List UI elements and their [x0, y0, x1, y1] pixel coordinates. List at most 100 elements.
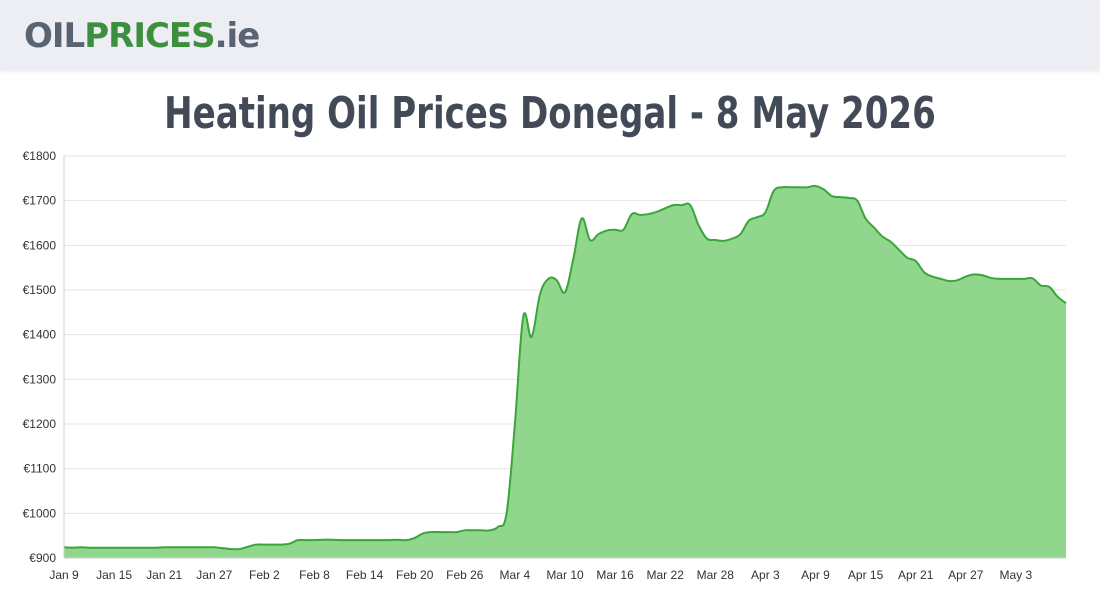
data-point	[80, 546, 82, 548]
data-point	[297, 539, 299, 541]
data-point	[623, 229, 625, 231]
data-point	[138, 547, 140, 549]
data-point	[539, 294, 541, 296]
data-point	[982, 274, 984, 276]
y-tick-label: €900	[29, 551, 56, 565]
data-point	[239, 548, 241, 550]
data-point	[598, 233, 600, 235]
data-point	[289, 543, 291, 545]
data-point	[372, 539, 374, 541]
x-tick-label: Apr 27	[948, 568, 984, 582]
data-point	[130, 547, 132, 549]
data-point	[456, 531, 458, 533]
data-point	[681, 204, 683, 206]
data-point	[205, 546, 207, 548]
x-axis-labels: Jan 9 Jan 15 Jan 21 Jan 27 Feb 2 Feb 8 Feb 14 F…	[49, 568, 1032, 582]
data-point	[1007, 278, 1009, 280]
data-point	[648, 213, 650, 215]
data-point	[514, 423, 516, 425]
x-tick-label: Jan 9	[49, 568, 79, 582]
data-point	[197, 546, 199, 548]
y-tick-label: €1700	[23, 194, 57, 208]
logo-part-oil: OIL	[24, 16, 85, 56]
data-point	[698, 224, 700, 226]
data-point	[330, 539, 332, 541]
data-point	[890, 241, 892, 243]
data-point	[222, 547, 224, 549]
data-point	[715, 239, 717, 241]
data-point	[230, 548, 232, 550]
y-tick-label: €1300	[23, 372, 57, 386]
data-point	[472, 530, 474, 532]
data-point	[489, 530, 491, 532]
data-point	[606, 230, 608, 232]
y-tick-label: €1000	[23, 506, 57, 520]
data-point	[639, 214, 641, 216]
data-point	[806, 186, 808, 188]
data-point	[481, 530, 483, 532]
data-point	[188, 546, 190, 548]
data-point	[589, 239, 591, 241]
data-point	[364, 539, 366, 541]
data-point	[1057, 296, 1059, 298]
data-point	[731, 238, 733, 240]
data-point	[990, 277, 992, 279]
price-series-line	[63, 184, 1067, 551]
site-header: OILPRICES.ie	[0, 0, 1100, 70]
site-logo[interactable]: OILPRICES.ie	[24, 14, 260, 58]
x-tick-label: Mar 28	[697, 568, 735, 582]
data-point	[522, 316, 524, 318]
data-point	[414, 537, 416, 539]
data-point	[831, 195, 833, 197]
data-point	[748, 220, 750, 222]
data-point	[397, 539, 399, 541]
y-tick-label: €1600	[23, 238, 57, 252]
data-point	[815, 185, 817, 187]
data-point	[548, 278, 550, 280]
x-tick-label: Feb 14	[346, 568, 384, 582]
y-tick-label: €1500	[23, 283, 57, 297]
data-point	[706, 238, 708, 240]
data-point	[172, 546, 174, 548]
x-tick-label: Jan 27	[196, 568, 232, 582]
data-point	[940, 278, 942, 280]
x-tick-label: Mar 22	[647, 568, 685, 582]
data-point	[214, 546, 216, 548]
data-point	[740, 233, 742, 235]
data-point	[614, 229, 616, 231]
data-point	[798, 186, 800, 188]
x-tick-label: Mar 10	[546, 568, 584, 582]
data-point	[556, 279, 558, 281]
data-point	[932, 276, 934, 278]
data-point	[781, 186, 783, 188]
data-point	[447, 531, 449, 533]
data-point	[431, 531, 433, 533]
data-point	[673, 204, 675, 206]
data-point	[1032, 278, 1034, 280]
x-tick-label: Feb 26	[446, 568, 484, 582]
data-point	[1065, 303, 1067, 305]
data-point	[180, 546, 182, 548]
data-point	[88, 547, 90, 549]
data-point	[322, 539, 324, 541]
data-point	[389, 539, 391, 541]
data-point	[948, 280, 950, 282]
data-point	[72, 547, 74, 549]
data-point	[573, 258, 575, 260]
data-point	[347, 539, 349, 541]
data-point	[865, 218, 867, 220]
y-tick-label: €1100	[24, 462, 57, 476]
data-point	[689, 204, 691, 206]
data-point	[581, 218, 583, 220]
data-point	[1023, 278, 1025, 280]
data-point	[723, 240, 725, 242]
data-point	[957, 279, 959, 281]
x-tick-label: Apr 21	[898, 568, 934, 582]
data-point	[631, 213, 633, 215]
data-point	[264, 544, 266, 546]
data-point	[656, 211, 658, 213]
data-point	[63, 546, 65, 548]
data-point	[105, 547, 107, 549]
x-tick-label: Apr 3	[751, 568, 780, 582]
x-tick-label: Jan 21	[146, 568, 182, 582]
